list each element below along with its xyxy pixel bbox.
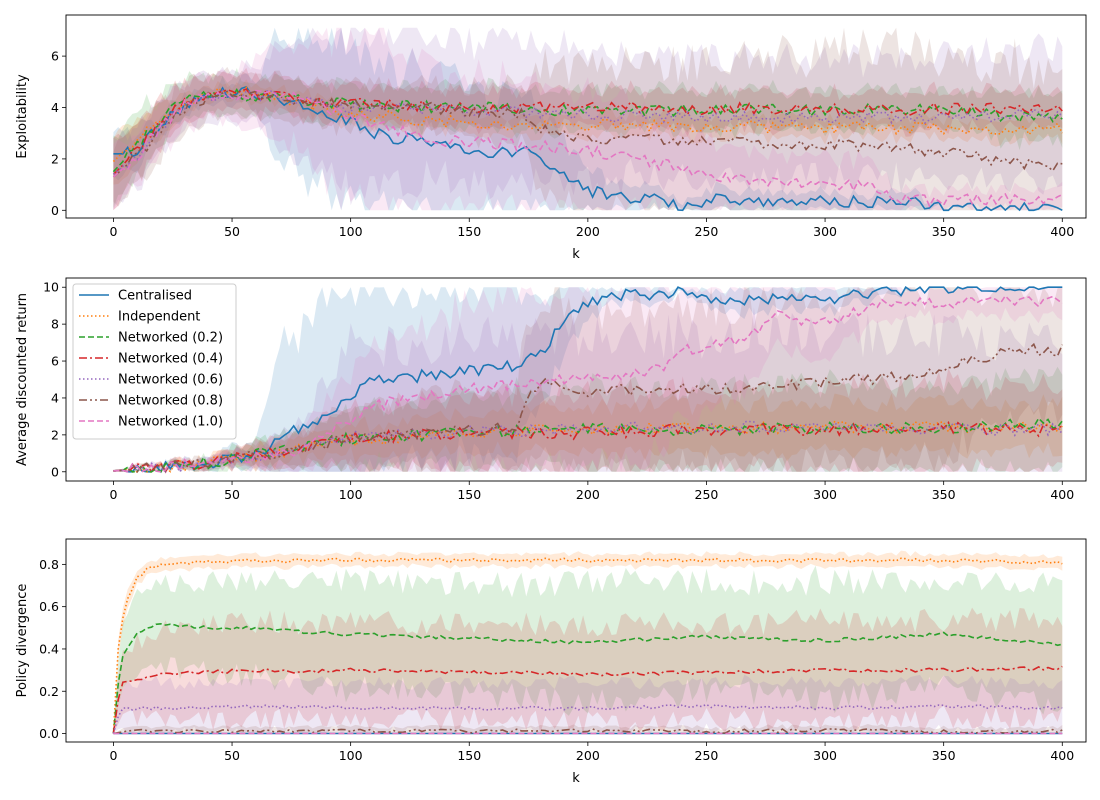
- band-networked-0-8: [113, 724, 1063, 734]
- line-networked-0-4: [112, 88, 1063, 175]
- x-tick-label: 300: [813, 487, 837, 502]
- line-independent: [112, 557, 1063, 734]
- axes-frame: [65, 14, 1087, 219]
- y-tick-label: 6: [51, 354, 59, 369]
- x-tick-label: 400: [1050, 748, 1074, 763]
- band-networked-0-2: [113, 366, 1063, 472]
- y-tick-label: 6: [51, 49, 59, 64]
- confidence-bands: [113, 27, 1063, 211]
- x-tick-label: 200: [576, 224, 600, 239]
- y-tick-label: 0.6: [39, 599, 59, 614]
- x-tick-label: 350: [932, 487, 956, 502]
- band-networked-0-2: [113, 565, 1063, 734]
- x-axis-label: k: [572, 247, 580, 262]
- x-tick-label: 250: [695, 487, 719, 502]
- line-networked-0-2: [112, 622, 1063, 734]
- x-tick-label: 50: [224, 748, 240, 763]
- legend-box: [72, 283, 237, 440]
- line-networked-0-2: [113, 416, 1063, 473]
- band-networked-0-8: [113, 27, 1063, 211]
- x-axis-label: k: [572, 771, 580, 786]
- legend: Centralised Independent Networked (0.2) Net…: [72, 283, 237, 440]
- x-tick-label: 350: [932, 224, 956, 239]
- y-tick-label: 0: [51, 203, 59, 218]
- x-tick-label: 100: [339, 224, 363, 239]
- x-tick-label: 0: [109, 487, 117, 502]
- y-tick-label: 8: [51, 317, 59, 332]
- y-tick-label: 0.2: [39, 684, 59, 699]
- x-tick-label: 150: [457, 487, 481, 502]
- x-tick-label: 150: [457, 224, 481, 239]
- band-independent: [113, 79, 1063, 185]
- y-tick-label: 4: [51, 100, 59, 115]
- line-centralised: [113, 286, 1063, 474]
- x-tick-label: 100: [339, 487, 363, 502]
- x-tick-label: 250: [695, 224, 719, 239]
- x-tick-label: 50: [224, 487, 240, 502]
- line-networked-0-6: [112, 88, 1063, 175]
- band-networked-0-6: [113, 27, 1063, 211]
- band-networked-0-4: [113, 607, 1063, 734]
- x-tick-label: 400: [1050, 224, 1074, 239]
- line-networked-1-0: [113, 294, 1063, 473]
- line-networked-0-8: [113, 728, 1063, 735]
- x-tick-label: 400: [1050, 487, 1074, 502]
- policy-divergence-panel: 0 50 100 150 200 250 300 350 400 0.0 0.2 0.4 0.6 0.8 k…: [15, 538, 1087, 786]
- legend-label: Networked (0.8): [118, 394, 223, 409]
- x-tick-label: 150: [457, 748, 481, 763]
- average-return-panel: 0 50 100 150 200 250 300 350 400 0 2 4 6 8 10 Average d…: [15, 277, 1087, 502]
- y-tick-label: 0.4: [39, 641, 59, 656]
- line-networked-0-2: [112, 87, 1063, 173]
- y-tick-label: 2: [51, 151, 59, 166]
- axes-frame: [65, 277, 1087, 482]
- line-networked-0-4: [113, 420, 1063, 474]
- y-tick-label: 0.8: [39, 557, 59, 572]
- x-tick-label: 0: [109, 748, 117, 763]
- y-tick-label: 2: [51, 427, 59, 442]
- x-tick-label: 250: [695, 748, 719, 763]
- legend-label: Networked (0.6): [118, 373, 223, 388]
- series-lines: [112, 85, 1064, 212]
- axes-frame: [65, 538, 1087, 743]
- x-tick-label: 0: [109, 224, 117, 239]
- legend-label: Networked (1.0): [118, 415, 223, 430]
- y-axis-label: Average discounted return: [15, 293, 30, 466]
- band-networked-1-0: [113, 27, 1063, 211]
- y-tick-label: 0.0: [39, 726, 59, 741]
- y-tick-label: 10: [43, 280, 59, 295]
- band-centralised: [113, 287, 1063, 472]
- x-tick-label: 200: [576, 748, 600, 763]
- x-tick-label: 50: [224, 224, 240, 239]
- series-lines: [112, 557, 1063, 735]
- y-axis-label: Exploitability: [15, 74, 30, 159]
- x-tick-label: 100: [339, 748, 363, 763]
- band-networked-0-4: [113, 368, 1063, 472]
- y-axis-label: Policy divergence: [15, 584, 30, 698]
- legend-label: Independent: [118, 310, 200, 325]
- y-tick-label: 0: [51, 464, 59, 479]
- line-networked-0-8: [112, 90, 1063, 178]
- band-centralised: [113, 27, 1063, 211]
- y-tick-label: 4: [51, 390, 59, 405]
- legend-label: Networked (0.4): [118, 352, 223, 367]
- line-networked-1-0: [112, 89, 1063, 208]
- confidence-bands: [113, 550, 1063, 734]
- exploitability-panel: 0 50 100 150 200 250 300 350 400 0 2 4 6 k Exploitabil…: [15, 14, 1087, 262]
- band-networked-1-0: [113, 287, 1063, 472]
- band-networked-0-6: [113, 674, 1063, 734]
- confidence-bands: [113, 287, 1063, 472]
- x-tick-label: 300: [813, 224, 837, 239]
- x-tick-label: 300: [813, 748, 837, 763]
- legend-label: Centralised: [118, 289, 192, 304]
- series-lines: [113, 286, 1064, 474]
- legend-label: Networked (0.2): [118, 331, 223, 346]
- line-networked-0-8: [113, 342, 1064, 474]
- x-tick-label: 350: [932, 748, 956, 763]
- x-tick-label: 200: [576, 487, 600, 502]
